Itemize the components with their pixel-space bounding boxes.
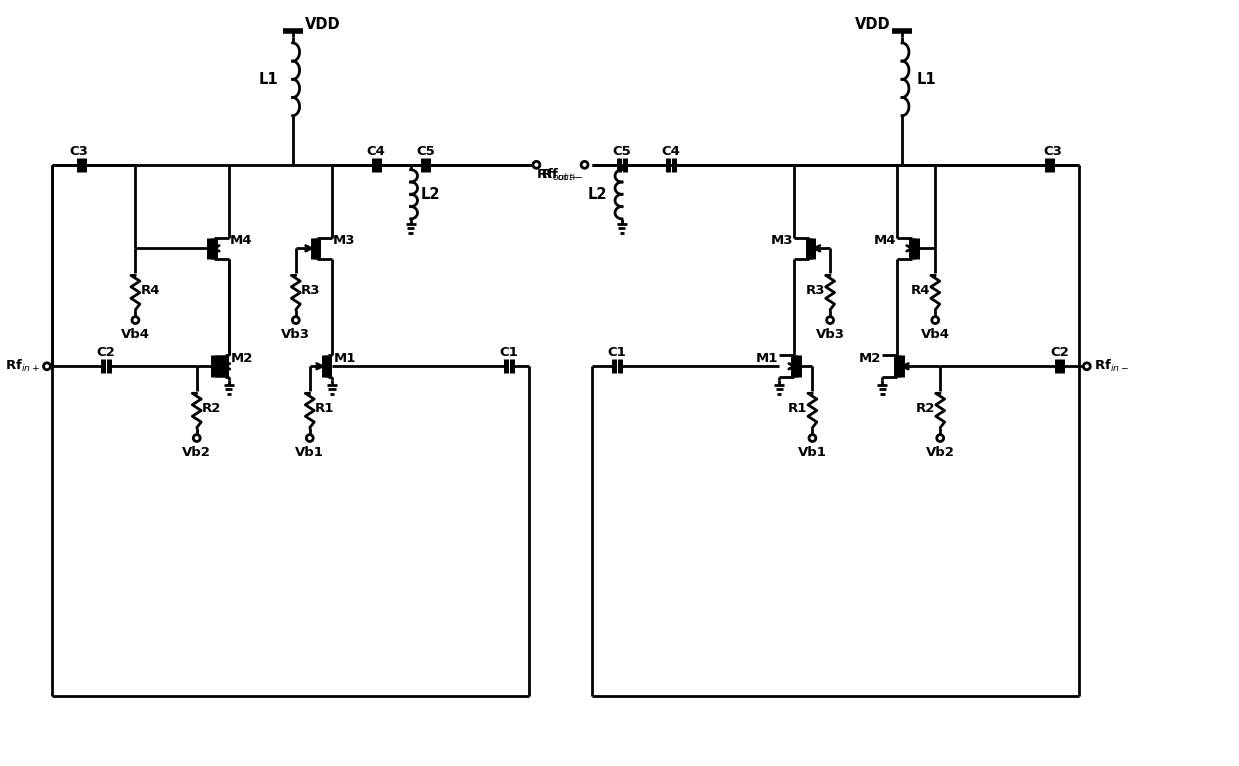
Text: M2: M2 bbox=[230, 352, 253, 365]
Text: M3: M3 bbox=[771, 234, 793, 247]
Text: C1: C1 bbox=[607, 346, 627, 359]
Text: Vb3: Vb3 bbox=[815, 328, 845, 341]
Text: C5: C5 bbox=[612, 145, 632, 158]
Text: M3: M3 bbox=[333, 234, 356, 247]
Text: Vb4: Vb4 bbox=[921, 328, 950, 341]
Text: L2: L2 bbox=[420, 187, 440, 201]
Text: M4: M4 bbox=[873, 234, 896, 247]
Text: Rf$_{out-}$: Rf$_{out-}$ bbox=[541, 167, 584, 183]
Text: R2: R2 bbox=[916, 402, 935, 415]
Text: R1: R1 bbox=[315, 402, 335, 415]
Text: Rf$_{in-}$: Rf$_{in-}$ bbox=[1094, 358, 1129, 375]
Text: C3: C3 bbox=[69, 145, 88, 158]
Text: R3: R3 bbox=[805, 284, 825, 297]
Text: R3: R3 bbox=[301, 284, 320, 297]
Text: Vb2: Vb2 bbox=[182, 446, 211, 459]
Text: M1: M1 bbox=[333, 352, 356, 365]
Text: L1: L1 bbox=[917, 72, 937, 87]
Text: C1: C1 bbox=[499, 346, 518, 359]
Text: Vb3: Vb3 bbox=[281, 328, 310, 341]
Text: C3: C3 bbox=[1043, 145, 1062, 158]
Text: C5: C5 bbox=[416, 145, 435, 158]
Text: VDD: VDD bbox=[305, 17, 339, 32]
Text: L2: L2 bbox=[587, 187, 607, 201]
Text: M1: M1 bbox=[756, 352, 778, 365]
Text: Rf$_{out+}$: Rf$_{out+}$ bbox=[535, 167, 577, 183]
Text: C2: C2 bbox=[1049, 346, 1069, 359]
Text: Vb2: Vb2 bbox=[926, 446, 954, 459]
Text: C2: C2 bbox=[97, 346, 115, 359]
Text: R4: R4 bbox=[911, 284, 930, 297]
Text: R4: R4 bbox=[140, 284, 160, 297]
Text: Vb1: Vb1 bbox=[798, 446, 826, 459]
Text: M4: M4 bbox=[229, 234, 253, 247]
Text: R2: R2 bbox=[202, 402, 221, 415]
Text: Rf$_{in+}$: Rf$_{in+}$ bbox=[5, 358, 40, 375]
Text: VDD: VDD bbox=[855, 17, 891, 32]
Text: C4: C4 bbox=[662, 145, 680, 158]
Text: R1: R1 bbox=[788, 402, 808, 415]
Text: M2: M2 bbox=[859, 352, 881, 365]
Text: L1: L1 bbox=[258, 72, 278, 87]
Text: Vb4: Vb4 bbox=[121, 328, 150, 341]
Text: C4: C4 bbox=[367, 145, 385, 158]
Text: Vb1: Vb1 bbox=[295, 446, 325, 459]
